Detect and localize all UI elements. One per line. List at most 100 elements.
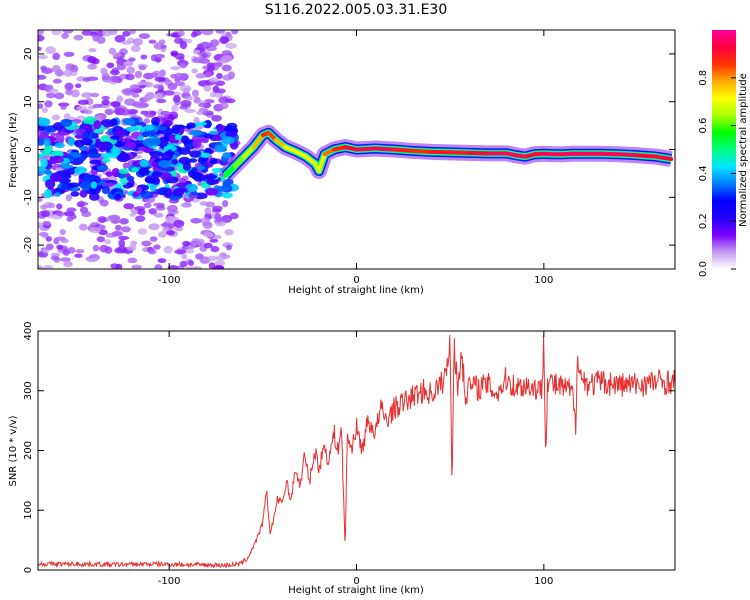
noise-blob [209, 77, 220, 83]
noise-blob [209, 238, 219, 243]
noise-blob [45, 179, 56, 189]
noise-blob [198, 102, 209, 108]
noise-blob [129, 212, 136, 217]
noise-blob [163, 119, 173, 127]
noise-blob [96, 36, 106, 44]
noise-blob [192, 138, 202, 149]
noise-blob [42, 220, 51, 226]
noise-blob [66, 207, 77, 213]
noise-blob [83, 174, 96, 182]
spectrogram-ytick-label: 0 [23, 146, 34, 152]
colorbar-tick-label: 0.4 [698, 165, 709, 181]
noise-blob [51, 64, 61, 73]
noise-blob [199, 201, 208, 206]
noise-blob [214, 260, 226, 267]
noise-blob [222, 218, 232, 223]
noise-blob [114, 193, 122, 201]
noise-blob [38, 54, 48, 60]
noise-blob [202, 221, 213, 229]
noise-blob [157, 258, 167, 264]
noise-blob [52, 52, 61, 61]
noise-blob [188, 158, 198, 163]
noise-blob [96, 141, 108, 151]
noise-blob [153, 53, 166, 59]
noise-blob [102, 30, 112, 37]
noise-blob [74, 83, 82, 89]
noise-blob [153, 93, 163, 99]
colorbar-ticks: 0.0 0.2 0.4 0.6 0.8 [698, 70, 736, 277]
noise-blob [189, 150, 202, 158]
colorbar-tick-label: 0.8 [698, 70, 709, 86]
noise-blob [137, 228, 148, 235]
noise-blob [138, 65, 147, 71]
noise-blob [171, 159, 178, 165]
noise-blob [114, 34, 126, 43]
spectrogram-xtick-label: 0 [353, 275, 359, 286]
noise-blob [184, 108, 197, 113]
noise-blob [113, 128, 126, 138]
noise-blob [114, 247, 124, 254]
noise-blob [44, 100, 53, 108]
ridge-segment [232, 154, 247, 169]
snr-ticks: -100 0 100 0 100 200 300 400 [23, 321, 675, 587]
noise-blob [213, 234, 222, 240]
noise-blob [225, 98, 236, 104]
spectrogram-ytick-label: 20 [23, 48, 34, 61]
spectrogram-ytick-label: -10 [23, 189, 34, 205]
noise-blob [122, 88, 135, 96]
noise-blob [148, 249, 157, 255]
snr-ytick-label: 100 [23, 501, 34, 520]
noise-blob [63, 51, 75, 57]
noise-blob [132, 38, 143, 46]
noise-blob [120, 226, 131, 233]
noise-blob [77, 99, 89, 105]
noise-blob [70, 89, 80, 98]
noise-blob [207, 65, 216, 72]
noise-blob [166, 149, 174, 157]
noise-blob [42, 264, 54, 269]
noise-blob [101, 95, 110, 100]
noise-blob [179, 260, 188, 268]
noise-blob [92, 244, 100, 252]
noise-blob [54, 92, 65, 100]
noise-blob [38, 197, 43, 203]
noise-blob [177, 30, 185, 37]
noise-blob [201, 52, 208, 58]
ridge-segment [242, 145, 256, 159]
noise-blob [81, 210, 92, 218]
snr-xlabel: Height of straight line (km) [288, 585, 424, 596]
noise-blob [185, 124, 193, 129]
noise-blob [87, 64, 98, 70]
noise-blob [132, 191, 140, 198]
noise-blob [96, 165, 108, 172]
noise-blob [160, 44, 167, 49]
spectrogram-xtick-label: 100 [534, 275, 553, 286]
snr-xtick-label: -100 [158, 576, 181, 587]
noise-blob [158, 126, 168, 131]
noise-blob [90, 181, 98, 189]
noise-blob [140, 110, 149, 115]
noise-blob [142, 147, 155, 154]
noise-blob [45, 46, 56, 54]
noise-blob [64, 82, 74, 91]
noise-blob [109, 69, 120, 76]
noise-blob [128, 57, 136, 62]
noise-blob [41, 107, 48, 114]
noise-blob [165, 215, 177, 224]
noise-blob [76, 105, 88, 111]
noise-blob [59, 257, 72, 262]
noise-blob [52, 78, 62, 84]
noise-blob [38, 34, 45, 42]
noise-blob [65, 194, 73, 202]
noise-blob [215, 30, 226, 34]
noise-blob [171, 104, 179, 113]
ridge-segment [223, 164, 237, 178]
noise-blob [61, 32, 69, 39]
noise-blob [153, 244, 161, 250]
noise-blob [154, 57, 162, 62]
snr-ytick-label: 400 [23, 321, 34, 340]
noise-blob [203, 232, 214, 238]
noise-blob [167, 265, 179, 269]
noise-blob [153, 84, 164, 89]
